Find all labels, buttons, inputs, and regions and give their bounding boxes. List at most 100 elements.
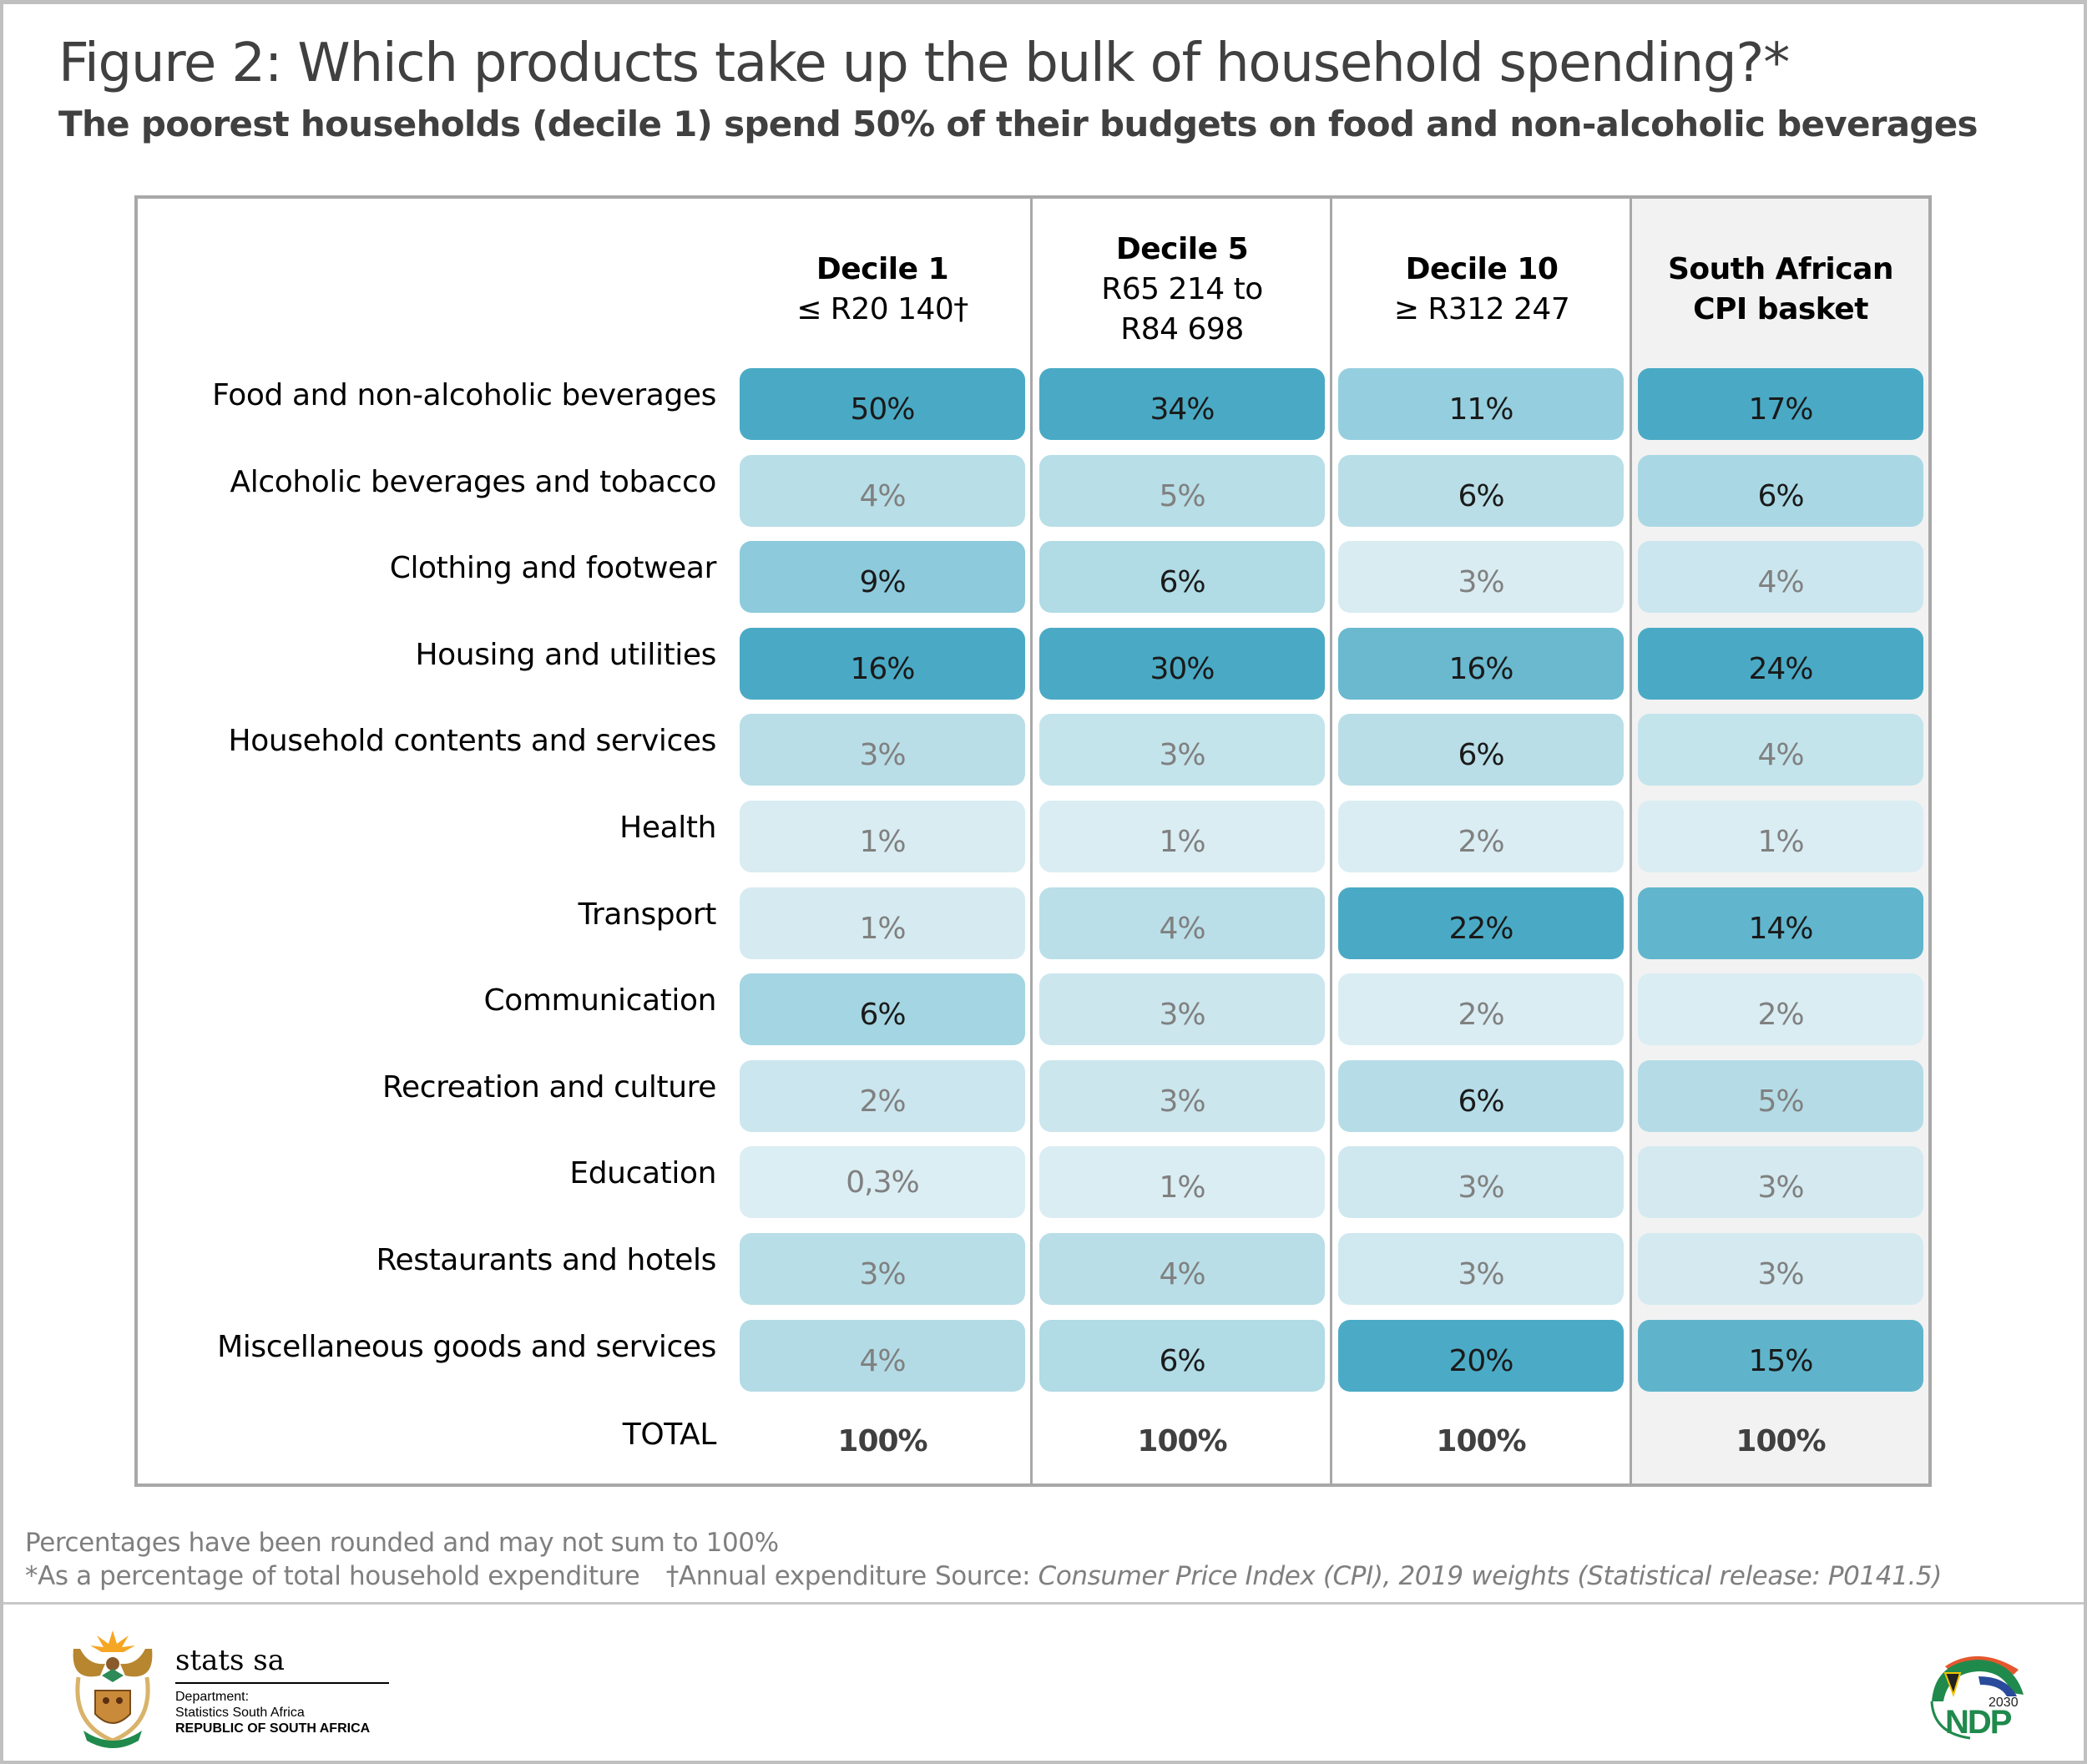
ndp-text: NDP [1945, 1704, 2012, 1741]
row-label: Food and non-alcoholic beverages [212, 378, 716, 412]
cell-value: 9% [859, 564, 906, 599]
row-label: Education [569, 1156, 716, 1190]
heatmap-cell: 4% [1039, 887, 1325, 959]
column-header-title: Decile 1 [816, 252, 949, 286]
row-label: Transport [578, 897, 717, 932]
column-header-decile-10: Decile 10 ≥ R312 247 [1336, 219, 1628, 361]
heatmap-cell: 4% [1638, 541, 1923, 613]
heatmap-cell: 0,3% [740, 1146, 1025, 1218]
ndp-year: 2030 [1988, 1696, 2019, 1710]
heatmap-cell: 30% [1039, 628, 1325, 700]
cell-value: 5% [1159, 478, 1205, 513]
dept-line: REPUBLIC OF SOUTH AFRICA [175, 1721, 371, 1736]
heatmap-cell: 1% [1638, 801, 1923, 872]
column-header-range: ≥ R312 247 [1393, 292, 1570, 326]
cell-value: 22% [1448, 911, 1513, 946]
heatmap-cell: 5% [1638, 1060, 1923, 1132]
ndp-flag-triangle [1943, 1672, 1962, 1698]
heatmap-cell: 24% [1638, 628, 1923, 700]
heatmap-cell: 14% [1638, 887, 1923, 959]
column-header-range: ≤ R20 140† [796, 292, 968, 326]
cell-value: 3% [1757, 1256, 1804, 1291]
cell-value: 24% [1748, 651, 1813, 686]
annual-note: †Annual expenditure [665, 1561, 927, 1591]
cell-value: 3% [859, 1256, 906, 1291]
row-label: Housing and utilities [415, 638, 716, 672]
chart-title: Figure 2: Which products take up the bul… [58, 33, 1790, 94]
source-note: Source: Consumer Price Index (CPI), 2019… [935, 1561, 1942, 1591]
heatmap-cell: 6% [1338, 714, 1624, 786]
cell-value: 2% [1458, 997, 1504, 1032]
cell-value: 30% [1150, 651, 1215, 686]
cell-value: 3% [1458, 564, 1504, 599]
column-header-cpi-basket: South African CPI basket [1635, 219, 1927, 361]
statssa-department: Department: Statistics South Africa REPU… [175, 1689, 370, 1736]
cell-value: 3% [1159, 997, 1205, 1032]
total-label: TOTAL [622, 1418, 717, 1452]
cell-value: 6% [1458, 478, 1504, 513]
cell-value: 3% [1159, 1084, 1205, 1119]
cell-value: 6% [1757, 478, 1804, 513]
cell-value: 50% [850, 392, 915, 427]
heatmap-cell: 2% [1638, 973, 1923, 1045]
cell-value: 1% [1159, 1170, 1205, 1205]
column-header-title: South African [1667, 252, 1894, 286]
cell-value: 4% [1159, 911, 1205, 946]
heatmap-cell: 3% [1338, 1233, 1624, 1305]
cell-value: 5% [1757, 1084, 1804, 1119]
heatmap-cell: 6% [1338, 455, 1624, 527]
heatmap-cell: 22% [1338, 887, 1624, 959]
heatmap-cell: 50% [740, 368, 1025, 440]
heatmap-cell: 1% [1039, 1146, 1325, 1218]
rounding-note: Percentages have been rounded and may no… [25, 1528, 779, 1558]
coat-of-arms-icon [73, 1630, 153, 1748]
cell-value: 2% [1458, 824, 1504, 859]
heatmap-cell: 34% [1039, 368, 1325, 440]
heatmap-cell: 4% [740, 455, 1025, 527]
cell-value: 4% [1757, 737, 1804, 772]
ndp-arc-red [1945, 1655, 2019, 1675]
column-header-title: CPI basket [1693, 292, 1868, 326]
heatmap-cell: 1% [1039, 801, 1325, 872]
cell-value: 2% [859, 1084, 906, 1119]
heatmap-cell: 3% [1638, 1233, 1923, 1305]
heatmap-cell: 3% [1338, 541, 1624, 613]
chart-subtitle: The poorest households (decile 1) spend … [58, 104, 1978, 144]
total-value: 100% [837, 1424, 927, 1458]
row-label: Alcoholic beverages and tobacco [230, 465, 717, 499]
column-header-title: Decile 10 [1405, 252, 1559, 286]
column-header-range: R65 214 to [1101, 272, 1263, 306]
heatmap-cell: 3% [1039, 1060, 1325, 1132]
heatmap-cell: 16% [740, 628, 1025, 700]
heatmap-cell: 3% [1039, 714, 1325, 786]
cell-value: 4% [859, 478, 906, 513]
source-prefix: Source: [935, 1561, 1038, 1591]
heatmap-cell: 1% [740, 801, 1025, 872]
row-label: Household contents and services [228, 724, 717, 758]
heatmap-cell: 4% [740, 1320, 1025, 1392]
column-divider [1030, 199, 1033, 1483]
ndp-2030-logo: 2030 NDP [1930, 1655, 2024, 1741]
cell-value: 3% [1458, 1256, 1504, 1291]
cell-value: 20% [1448, 1343, 1513, 1378]
cell-value: 4% [1159, 1256, 1205, 1291]
row-label: Clothing and footwear [389, 551, 717, 585]
heatmap-cell: 17% [1638, 368, 1923, 440]
column-header-decile-1: Decile 1 ≤ R20 140† [736, 219, 1028, 361]
heatmap-cell: 6% [1039, 541, 1325, 613]
heatmap-cell: 15% [1638, 1320, 1923, 1392]
cell-value: 11% [1448, 392, 1513, 427]
cell-value: 4% [1757, 564, 1804, 599]
percentage-note: *As a percentage of total household expe… [25, 1561, 640, 1591]
cell-value: 17% [1748, 392, 1813, 427]
heatmap-cell: 2% [740, 1060, 1025, 1132]
cell-value: 3% [1458, 1170, 1504, 1205]
total-value: 100% [1436, 1424, 1526, 1458]
cell-value: 2% [1757, 997, 1804, 1032]
column-divider [1330, 199, 1332, 1483]
cell-value: 6% [859, 997, 906, 1032]
cell-value: 0,3% [846, 1165, 919, 1200]
row-label: Restaurants and hotels [376, 1243, 716, 1277]
total-value: 100% [1137, 1424, 1227, 1458]
source-text: Consumer Price Index (CPI), 2019 weights… [1038, 1561, 1943, 1591]
